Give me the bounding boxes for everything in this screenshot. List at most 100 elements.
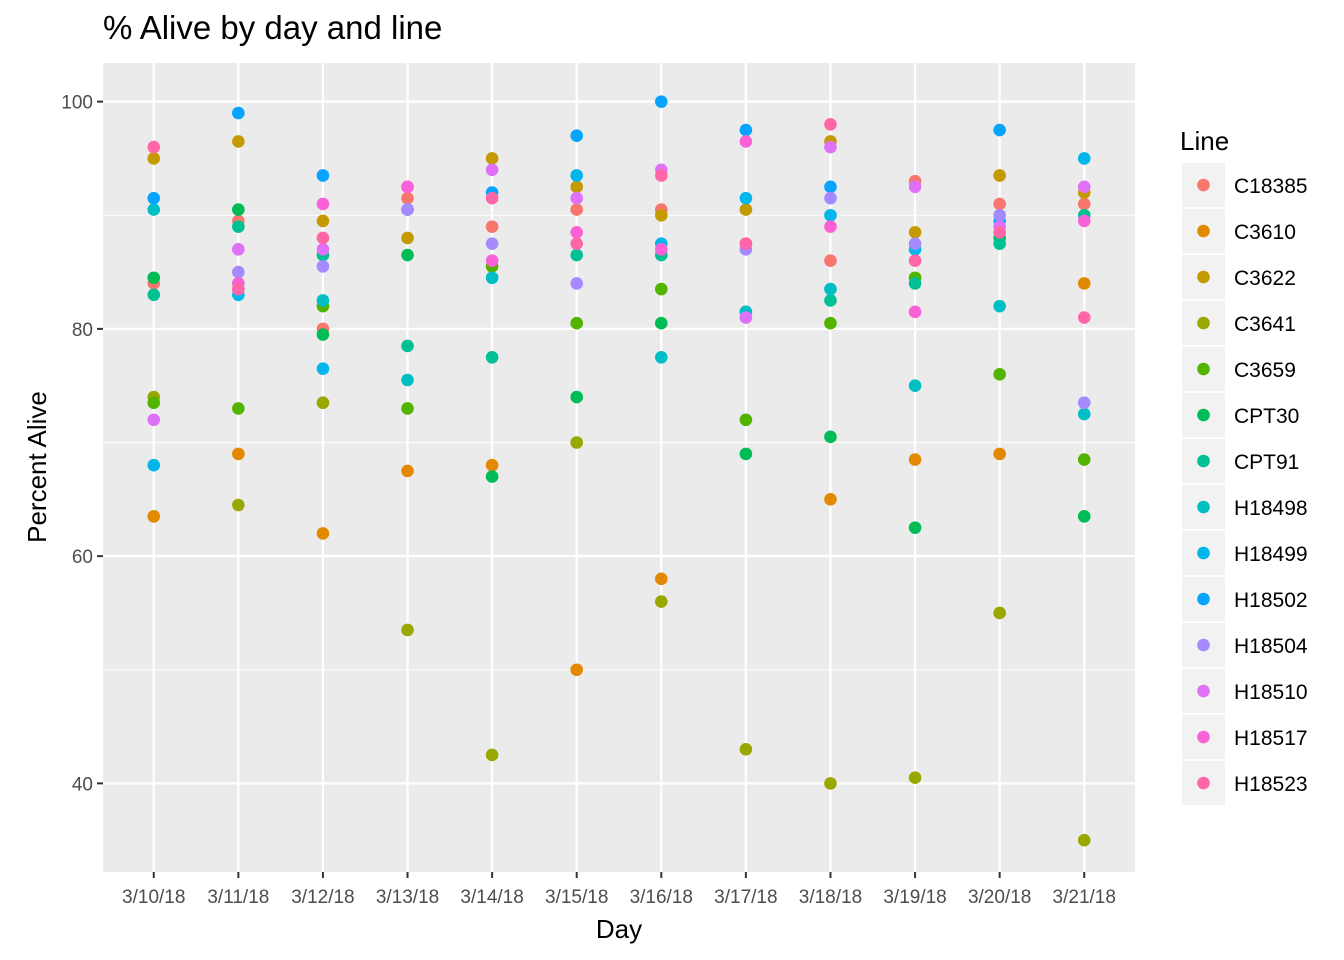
legend-label: H18498: [1234, 497, 1308, 520]
data-point: [485, 163, 499, 177]
data-point: [739, 123, 753, 137]
x-tick-label: 3/18/18: [799, 887, 862, 908]
data-point: [1077, 277, 1091, 290]
data-point: [993, 197, 1006, 211]
legend-marker: [1197, 500, 1210, 514]
legend-label: H18502: [1234, 589, 1308, 612]
x-axis: 3/10/18 3/11/18 3/12/18 3/13/18 3/14/18 3/15/…: [122, 872, 1116, 908]
x-tick-label: 3/15/18: [545, 887, 608, 908]
data-point: [654, 95, 668, 108]
data-point: [739, 413, 753, 427]
data-point: [908, 771, 922, 784]
data-point: [316, 260, 330, 273]
data-point: [739, 237, 753, 250]
data-point: [232, 282, 245, 296]
legend-label: C3641: [1234, 313, 1296, 336]
x-tick-label: 3/14/18: [460, 887, 523, 908]
data-point: [147, 510, 161, 523]
data-point: [316, 362, 330, 375]
data-point: [739, 135, 753, 148]
data-point: [824, 254, 837, 268]
data-point: [739, 311, 753, 324]
data-point: [316, 243, 330, 256]
x-tick-label: 3/11/18: [207, 887, 269, 908]
data-point: [824, 118, 837, 131]
x-tick-label: 3/12/18: [291, 887, 354, 908]
data-point: [824, 191, 837, 205]
data-point: [147, 203, 161, 216]
data-point: [739, 742, 753, 756]
data-point: [570, 277, 584, 290]
legend-label: H18504: [1234, 635, 1308, 658]
legend-label: C18385: [1234, 175, 1308, 198]
data-point: [993, 237, 1006, 250]
data-point: [316, 328, 330, 341]
data-point: [316, 294, 330, 307]
data-point: [485, 254, 499, 268]
data-point: [654, 316, 668, 330]
data-point: [993, 225, 1006, 239]
data-point: [401, 248, 414, 262]
legend-marker: [1197, 592, 1210, 606]
data-point: [908, 180, 922, 194]
legend-marker: [1197, 684, 1210, 698]
data-point: [1077, 833, 1091, 847]
data-point: [908, 254, 922, 268]
data-point: [654, 282, 668, 296]
data-point: [654, 208, 668, 222]
data-points: [147, 95, 1091, 847]
legend-item: CPT30: [1182, 393, 1299, 437]
data-point: [147, 458, 161, 472]
data-point: [570, 316, 584, 330]
data-point: [570, 191, 584, 205]
legend-label: H18517: [1234, 727, 1308, 750]
data-point: [316, 214, 330, 228]
y-tick-label: 60: [72, 547, 93, 568]
data-point: [485, 152, 499, 165]
data-point: [232, 447, 245, 461]
x-tick-label: 3/16/18: [630, 887, 693, 908]
data-point: [1077, 197, 1091, 211]
data-point: [485, 470, 499, 483]
data-point: [993, 123, 1006, 137]
data-point: [401, 402, 414, 415]
data-point: [1077, 311, 1091, 324]
data-point: [401, 180, 414, 194]
legend-label: H18499: [1234, 543, 1308, 566]
data-point: [824, 316, 837, 330]
data-point: [1077, 180, 1091, 194]
data-point: [739, 191, 753, 205]
legend-label: H18523: [1234, 773, 1308, 796]
legend-label: C3622: [1234, 267, 1296, 290]
data-point: [570, 237, 584, 250]
data-point: [824, 220, 837, 233]
data-point: [824, 777, 837, 790]
data-point: [232, 498, 245, 512]
data-point: [908, 521, 922, 535]
chart-title: % Alive by day and line: [103, 9, 442, 46]
data-point: [232, 220, 245, 233]
data-point: [570, 248, 584, 262]
legend-item: H18517: [1182, 715, 1308, 759]
data-point: [1077, 152, 1091, 165]
data-point: [570, 663, 584, 677]
legend-marker: [1197, 776, 1210, 790]
data-point: [654, 169, 668, 182]
data-point: [824, 430, 837, 444]
data-point: [824, 282, 837, 296]
data-point: [316, 197, 330, 211]
data-point: [147, 140, 161, 154]
legend-item: C3610: [1182, 209, 1296, 253]
legend-item: H18502: [1182, 577, 1308, 621]
data-point: [908, 453, 922, 466]
data-point: [316, 231, 330, 245]
legend-marker: [1197, 408, 1210, 422]
data-point: [993, 208, 1006, 222]
data-point: [401, 623, 414, 637]
data-point: [316, 169, 330, 182]
legend-marker: [1197, 730, 1210, 744]
legend-marker: [1197, 638, 1210, 652]
legend-item: H18504: [1182, 623, 1308, 667]
data-point: [147, 191, 161, 205]
data-point: [570, 180, 584, 194]
